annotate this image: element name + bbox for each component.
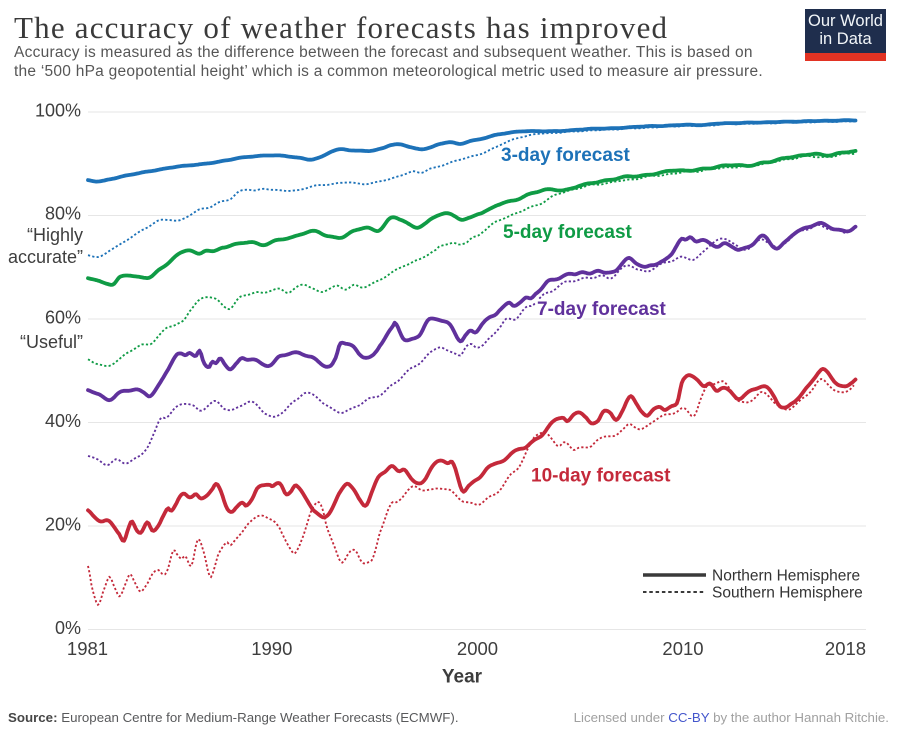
svg-text:2000: 2000 [457,638,498,659]
svg-text:2010: 2010 [662,638,703,659]
svg-text:0%: 0% [55,618,81,638]
svg-text:40%: 40% [45,411,81,431]
svg-text:3-day forecast: 3-day forecast [501,145,631,166]
svg-text:2018: 2018 [825,638,866,659]
svg-text:60%: 60% [45,308,81,328]
svg-text:Northern Hemisphere: Northern Hemisphere [712,568,860,585]
svg-text:“Useful”: “Useful” [20,332,83,352]
svg-text:Southern Hemisphere: Southern Hemisphere [712,585,863,602]
svg-text:5-day forecast: 5-day forecast [503,222,633,243]
svg-text:10-day forecast: 10-day forecast [531,466,671,487]
svg-text:7-day forecast: 7-day forecast [537,299,667,320]
svg-text:Year: Year [442,667,483,688]
svg-text:“Highly: “Highly [27,225,83,245]
svg-text:20%: 20% [45,515,81,535]
svg-text:80%: 80% [45,204,81,224]
svg-text:1981: 1981 [67,638,108,659]
svg-text:100%: 100% [35,101,81,121]
svg-text:accurate”: accurate” [8,247,83,267]
svg-text:1990: 1990 [251,638,292,659]
